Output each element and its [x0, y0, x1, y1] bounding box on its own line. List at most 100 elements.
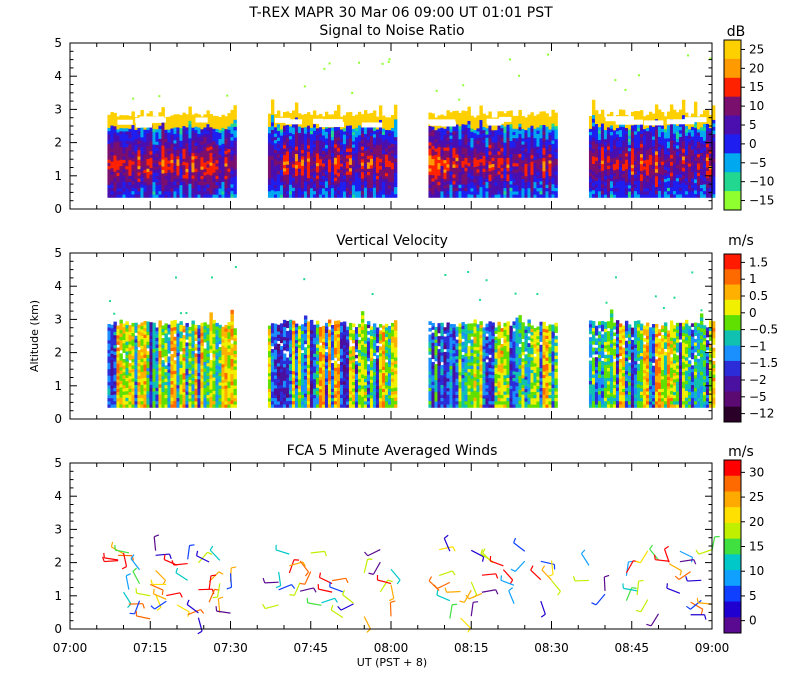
- field-cell: [336, 151, 341, 156]
- field-cell: [333, 170, 338, 175]
- field-cell: [663, 134, 668, 139]
- field-cell: [342, 153, 347, 157]
- field-cell: [675, 112, 680, 116]
- field-cell: [446, 180, 450, 185]
- field-cell: [303, 146, 308, 150]
- field-cell: [167, 188, 171, 192]
- field-cell: [270, 171, 275, 176]
- field-cell: [491, 172, 495, 177]
- field-cell: [185, 165, 189, 169]
- field-cell: [342, 156, 347, 160]
- field-cell: [233, 133, 237, 138]
- field-cell: [113, 177, 117, 182]
- field-cell: [116, 169, 120, 173]
- field-cell: [548, 172, 552, 177]
- field-cell: [428, 145, 432, 149]
- field-cell: [372, 140, 377, 145]
- field-cell: [134, 166, 138, 170]
- field-cell: [345, 112, 350, 116]
- field-cell: [497, 190, 501, 195]
- field-cell: [476, 137, 480, 141]
- field-cell: [618, 122, 623, 127]
- field-speck: [547, 53, 550, 56]
- field-cell: [464, 170, 468, 175]
- field-cell: [369, 125, 374, 130]
- field-cell: [140, 391, 144, 395]
- field-cell: [113, 145, 117, 150]
- field-cell: [197, 114, 201, 118]
- field-cell: [185, 162, 189, 166]
- field-cell: [327, 152, 332, 157]
- field-cell: [657, 166, 662, 171]
- field-cell: [434, 182, 438, 186]
- field-cell: [233, 190, 237, 195]
- field-cell: [452, 110, 456, 115]
- field-cell: [137, 194, 141, 198]
- field-cell: [479, 162, 483, 166]
- field-cell: [179, 156, 183, 160]
- field-cell: [372, 180, 377, 185]
- field-cell: [140, 133, 144, 138]
- field-cell: [212, 115, 216, 120]
- field-cell: [209, 162, 213, 166]
- field-cell: [297, 158, 302, 163]
- field-cell: [279, 132, 284, 136]
- field-cell: [648, 118, 653, 123]
- field-cell: [197, 149, 201, 154]
- field-cell: [452, 147, 456, 152]
- field-cell: [116, 150, 120, 155]
- field-cell: [545, 132, 549, 137]
- field-cell: [699, 162, 704, 166]
- field-cell: [624, 194, 629, 198]
- field-cell: [627, 129, 632, 133]
- field-cell: [479, 147, 483, 152]
- field-cell: [443, 140, 447, 145]
- field-cell: [494, 139, 498, 143]
- field-cell: [209, 139, 213, 144]
- field-cell: [675, 115, 680, 120]
- field-cell: [476, 127, 480, 132]
- field-cell: [449, 158, 453, 162]
- field-cell: [128, 115, 132, 120]
- field-cell: [113, 142, 117, 146]
- field-cell: [687, 122, 692, 127]
- field-cell: [372, 163, 377, 168]
- field-cell: [642, 150, 647, 155]
- field-cell: [699, 120, 704, 125]
- field-cell: [600, 150, 605, 154]
- field-cell: [384, 126, 389, 131]
- field-cell: [140, 160, 144, 165]
- field-cell: [143, 184, 147, 189]
- field-cell: [588, 169, 593, 173]
- field-cell: [675, 125, 680, 130]
- field-cell: [470, 137, 474, 142]
- field-cell: [215, 156, 219, 161]
- field-cell: [648, 177, 653, 182]
- y-tick-label: 4: [54, 69, 62, 83]
- field-cell: [588, 178, 593, 183]
- field-cell: [470, 118, 474, 123]
- field-cell: [315, 140, 320, 145]
- field-cell: [378, 130, 383, 135]
- field-cell: [539, 187, 543, 192]
- field-cell: [545, 116, 549, 121]
- field-cell: [215, 122, 219, 126]
- field-cell: [212, 134, 216, 139]
- field-cell: [660, 128, 665, 133]
- field-cell: [612, 169, 617, 174]
- field-cell: [428, 132, 432, 136]
- field-cell: [125, 153, 129, 157]
- field-cell: [357, 138, 362, 142]
- field-cell: [591, 178, 596, 183]
- field-cell: [161, 155, 165, 160]
- field-cell: [434, 151, 438, 155]
- field-cell: [693, 182, 698, 187]
- field-cell: [618, 163, 623, 168]
- field-cell: [291, 180, 296, 185]
- field-cell: [512, 169, 516, 173]
- field-cell: [630, 111, 635, 116]
- field-cell: [609, 184, 614, 188]
- field-cell: [125, 364, 129, 369]
- field-cell: [548, 194, 552, 198]
- field-cell: [705, 180, 710, 185]
